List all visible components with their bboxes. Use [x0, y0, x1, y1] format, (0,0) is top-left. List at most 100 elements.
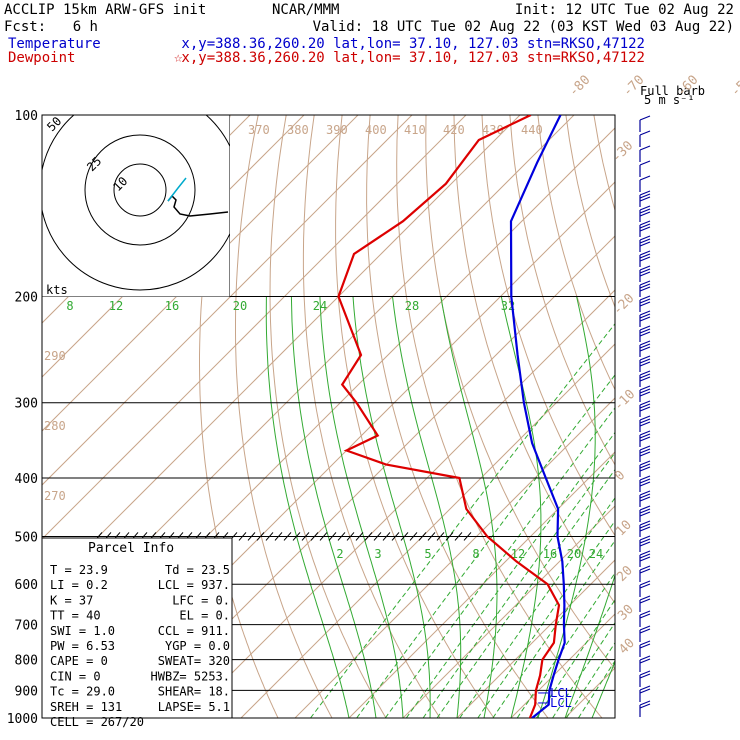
isotherm-label: -80 [566, 73, 593, 100]
isotherm-line [294, 397, 615, 718]
dry-adiabat [366, 115, 549, 718]
theta-side-label: 280 [44, 419, 66, 433]
isotherm-line [727, 115, 740, 718]
temperature-legend: Temperature [8, 36, 101, 52]
wind-barb-flag [639, 253, 651, 259]
parcel-row-left: TT = 40 [50, 609, 101, 623]
wind-barb-flag [639, 268, 651, 274]
wind-barb-flag [639, 313, 651, 319]
mixing-ratio-line [565, 641, 615, 718]
wind-barb-flag [639, 370, 651, 376]
wind-barb-flag [639, 316, 651, 322]
wind-barb-flag [639, 250, 651, 256]
parcel-cell: CELL = 267/20 [50, 715, 144, 729]
isotherm-label: 30 [615, 602, 637, 624]
wind-barb-flag [639, 670, 651, 676]
wind-barb-flag [639, 208, 651, 214]
wind-barb-flag [639, 436, 651, 442]
wind-barb-flag [639, 520, 651, 526]
theta-side-label: 290 [44, 349, 66, 363]
parcel-row-left: LI = 0.2 [50, 578, 108, 592]
isotherm-line [510, 613, 615, 718]
wind-barb-flag [639, 565, 651, 571]
isotherm-line [673, 115, 740, 718]
hodograph-ring [113, 163, 167, 217]
parcel-row-left: T = 23.9 [50, 563, 108, 577]
theta-label: 380 [287, 123, 309, 137]
hatch-mark [436, 532, 445, 541]
hodograph-units: kts [46, 283, 68, 297]
dry-adiabat [269, 115, 387, 718]
wind-barb-flag [639, 511, 651, 517]
wind-barb-flag [639, 376, 651, 382]
wind-barb-flag [639, 385, 651, 391]
parcel-row-right: CCL = 911. [158, 624, 230, 638]
isotherm-line [619, 115, 740, 718]
pressure-tick-label: 900 [15, 684, 38, 699]
parcel-panel-frame [41, 537, 233, 719]
wind-barb-flag [639, 196, 651, 202]
wind-barbs [639, 115, 651, 717]
hatch-mark [328, 532, 337, 541]
dry-adiabat [481, 115, 615, 537]
wind-barb-flag [639, 658, 651, 664]
wind-barb-flag [639, 226, 651, 232]
parcel-row-left: K = 37 [50, 593, 93, 607]
wind-barb-flag [639, 328, 651, 334]
wind-barb-flag [639, 460, 651, 466]
hatch-mark [238, 532, 247, 541]
wind-barb-flag [639, 271, 651, 277]
dry-adiabat [509, 115, 615, 466]
mixing-ratio-label: 16 [165, 299, 179, 313]
pressure-tick-label: 600 [15, 578, 38, 593]
hatch-mark [301, 532, 310, 541]
hatch-mark [382, 532, 391, 541]
wind-barb-flag [639, 613, 651, 619]
wind-barb-flag [639, 175, 651, 181]
hatch-mark [463, 532, 472, 541]
wind-barb-flag [639, 505, 651, 511]
fcst-label: Fcst: [4, 19, 46, 35]
lcl-label: LCL [550, 686, 572, 700]
sounding-traces [337, 115, 566, 718]
parcel-row-right: LFC = 0. [172, 593, 230, 607]
dry-adiabat [335, 115, 495, 718]
mixing-ratio-label: 24 [313, 299, 327, 313]
dewpoint-trace [337, 115, 561, 718]
theta-label: 370 [248, 123, 270, 137]
mixing-ratio-label: 12 [109, 299, 123, 313]
temperature-location-info: x,y=388.36,260.20 lat,lon= 37.10, 127.03… [181, 36, 645, 52]
wind-barb-flag [639, 685, 651, 691]
wind-barb-flag [639, 325, 651, 331]
parcel-row-right: EL = 0. [179, 609, 230, 623]
hodograph-ring [84, 134, 196, 246]
pressure-tick-label: 1000 [7, 712, 38, 727]
model-title: ACCLIP 15km ARW-GFS init [4, 2, 206, 18]
wind-barb-flag [639, 496, 651, 502]
parcel-row-right: YGP = 0.0 [165, 639, 230, 653]
isotherm-label: -50 [728, 73, 740, 100]
wind-barb-flag [639, 415, 651, 421]
wind-barb-flag [639, 433, 651, 439]
wind-barb-flag [639, 391, 651, 397]
wind-barb-flag [639, 448, 651, 454]
hatch-mark [400, 532, 409, 541]
mixing-ratio-label-lower: 8 [472, 547, 479, 561]
wind-barb-flag [639, 301, 651, 307]
wind-barb-flag [639, 190, 651, 196]
mixing-ratio-line [552, 621, 615, 718]
wind-barb-flag [639, 400, 651, 406]
wind-barb-flag [639, 220, 651, 226]
hatch-mark [364, 532, 373, 541]
parcel-row-right: Td = 23.5 [165, 563, 230, 577]
theta-label: 410 [404, 123, 426, 137]
wind-barb-flag [639, 580, 651, 586]
wind-barb-flag [639, 538, 651, 544]
wind-barb-flag [639, 265, 651, 271]
wind-barb-flag [639, 346, 651, 352]
wind-barb-flag [639, 241, 651, 247]
hodograph-frame [42, 115, 230, 297]
wind-barb-flag [639, 640, 651, 646]
